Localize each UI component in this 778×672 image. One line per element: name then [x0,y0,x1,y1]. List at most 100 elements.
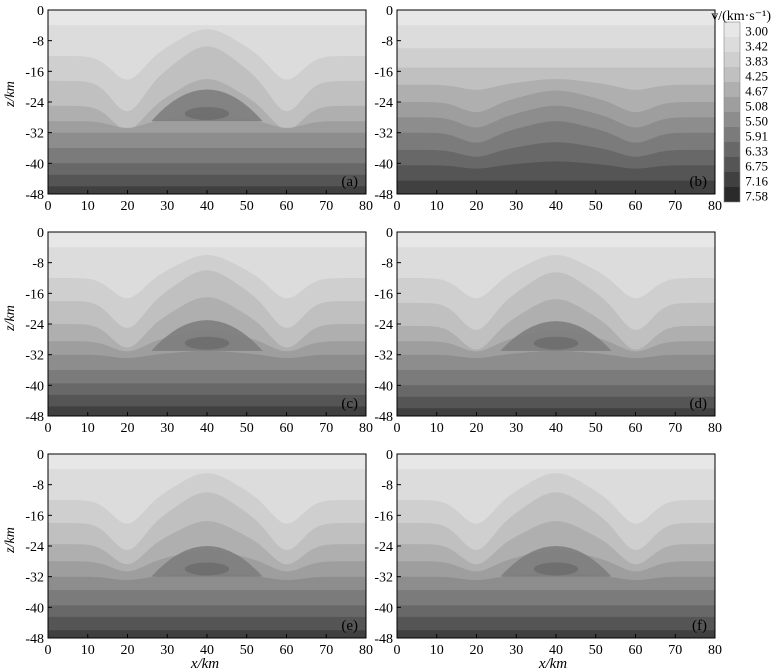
colorbar-level-label: 5.08 [745,99,768,114]
y-tick-label: -32 [25,571,44,586]
colorbar-frame [723,21,741,203]
y-tick-label: -8 [381,479,393,494]
y-tick-label: -8 [381,35,393,50]
x-tick-label: 30 [160,199,174,214]
y-tick-label: -40 [25,379,44,394]
x-tick-label: 0 [394,643,401,658]
panel-label: (f) [692,618,707,634]
colorbar-level-label: 6.33 [745,144,768,159]
x-tick-label: 50 [589,421,603,436]
ylabel-top: z/km [3,81,18,108]
y-tick-label: -16 [374,287,393,302]
x-tick-label: 0 [45,199,52,214]
x-tick-label: 10 [81,199,95,214]
y-tick-label: -48 [374,632,393,647]
x-tick-label: 0 [394,421,401,436]
x-tick-label: 80 [359,643,373,658]
y-tick-label: -16 [25,65,44,80]
colorbar-swatch [724,82,740,97]
y-tick-label: -48 [25,188,44,203]
x-tick-label: 10 [430,199,444,214]
y-tick-label: -16 [25,509,44,524]
colorbar-level-label: 7.58 [745,189,768,204]
x-tick-label: 0 [45,421,52,436]
dome-core [184,336,230,350]
x-tick-label: 20 [470,199,484,214]
colorbar-swatch [724,97,740,112]
x-tick-label: 20 [121,643,135,658]
dome-core [533,562,579,576]
y-tick-label: -32 [374,349,393,364]
y-tick-label: 0 [37,226,44,241]
colorbar-level-label: 7.16 [745,174,768,189]
panels-layer: 0 10 20 30 40 50 60 70 80 0 -8 -16 -24 -32 -40 -48 (a) 0 1… [25,4,722,658]
x-tick-label: 60 [280,421,294,436]
x-tick-label: 20 [121,421,135,436]
x-tick-label: 50 [240,643,254,658]
x-tick-label: 50 [240,421,254,436]
y-tick-label: -32 [25,349,44,364]
x-tick-label: 70 [319,199,333,214]
colorbar-level-label: 4.25 [745,69,768,84]
y-tick-label: -24 [25,96,44,111]
x-tick-label: 30 [160,643,174,658]
x-tick-label: 10 [81,643,95,658]
x-tick-label: 40 [549,421,563,436]
x-tick-label: 30 [509,199,523,214]
y-tick-label: 0 [386,4,393,19]
x-tick-label: 30 [160,421,174,436]
y-tick-label: -40 [25,601,44,616]
colorbar-swatch [724,142,740,157]
colorbar-swatch [724,187,740,202]
x-tick-label: 40 [200,643,214,658]
y-tick-label: 0 [386,448,393,463]
dome-core [533,336,579,350]
x-tick-label: 70 [668,643,682,658]
x-tick-label: 60 [629,421,643,436]
x-tick-label: 50 [589,643,603,658]
colorbar-level-label: 4.67 [745,84,768,99]
ylabel-bottom: z/km [3,527,18,554]
x-tick-label: 50 [240,199,254,214]
x-tick-label: 70 [319,643,333,658]
dome-body [151,89,263,122]
colorbar-level-label: 3.00 [745,24,768,39]
x-tick-label: 70 [319,421,333,436]
panel-a: 0 10 20 30 40 50 60 70 80 0 -8 -16 -24 -32 -40 -48 (a) [25,4,373,214]
ylabel-middle: z/km [3,305,18,332]
panel-d: 0 10 20 30 40 50 60 70 80 0 -8 -16 -24 -32 -40 -48 (d) [374,226,722,436]
dome-core [184,562,230,576]
x-tick-label: 40 [200,199,214,214]
y-tick-label: -8 [32,479,44,494]
colorbar-swatch [724,37,740,52]
panel-label: (a) [341,174,358,190]
panel-label: (c) [341,396,358,412]
xlabel-right: x/km [538,656,567,672]
y-tick-label: -8 [32,257,44,272]
dome-body [500,321,612,351]
y-tick-label: -8 [381,257,393,272]
dome-core [184,107,230,120]
x-tick-label: 30 [509,643,523,658]
dome-body [151,320,263,351]
x-tick-label: 80 [359,199,373,214]
colorbar-swatch [724,157,740,172]
x-tick-label: 60 [629,199,643,214]
y-tick-label: -16 [25,287,44,302]
x-tick-label: 80 [359,421,373,436]
x-tick-label: 10 [430,643,444,658]
colorbar-swatch [724,67,740,82]
x-tick-label: 0 [45,643,52,658]
colorbar-swatch [724,112,740,127]
x-tick-label: 30 [509,421,523,436]
y-tick-label: -24 [25,540,44,555]
x-tick-label: 80 [708,421,722,436]
y-tick-label: -16 [374,65,393,80]
x-tick-label: 20 [470,421,484,436]
xlabel-left: x/km [190,656,219,672]
panel-b: 0 10 20 30 40 50 60 70 80 0 -8 -16 -24 -32 -40 -48 (b) [374,4,722,214]
colorbar-swatch [724,172,740,187]
y-tick-label: -24 [374,96,393,111]
x-tick-label: 10 [430,421,444,436]
